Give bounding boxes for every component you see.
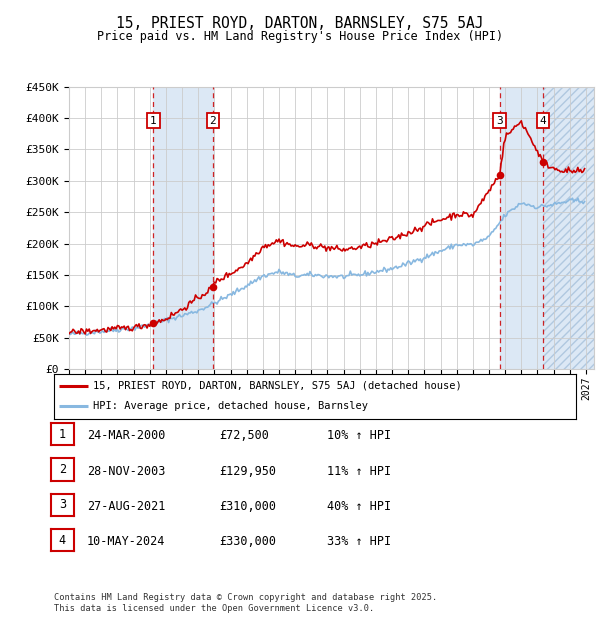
Text: 2: 2 [209,116,217,126]
Text: 15, PRIEST ROYD, DARTON, BARNSLEY, S75 5AJ (detached house): 15, PRIEST ROYD, DARTON, BARNSLEY, S75 5… [93,381,462,391]
Text: 10% ↑ HPI: 10% ↑ HPI [327,430,391,442]
Text: Price paid vs. HM Land Registry's House Price Index (HPI): Price paid vs. HM Land Registry's House … [97,30,503,43]
Text: 10-MAY-2024: 10-MAY-2024 [87,536,166,548]
Bar [499,87,543,369]
Text: £129,950: £129,950 [219,465,276,477]
Text: £310,000: £310,000 [219,500,276,513]
Text: 3: 3 [496,116,503,126]
Text: 40% ↑ HPI: 40% ↑ HPI [327,500,391,513]
Text: 28-NOV-2003: 28-NOV-2003 [87,465,166,477]
Text: 2: 2 [59,463,66,476]
Text: 4: 4 [540,116,547,126]
Text: £72,500: £72,500 [219,430,269,442]
Text: 1: 1 [59,428,66,440]
Bar [154,87,213,369]
Text: 3: 3 [59,498,66,511]
Text: 24-MAR-2000: 24-MAR-2000 [87,430,166,442]
Text: HPI: Average price, detached house, Barnsley: HPI: Average price, detached house, Barn… [93,401,368,412]
Text: 33% ↑ HPI: 33% ↑ HPI [327,536,391,548]
Bar [543,87,594,369]
Text: £330,000: £330,000 [219,536,276,548]
Text: 15, PRIEST ROYD, DARTON, BARNSLEY, S75 5AJ: 15, PRIEST ROYD, DARTON, BARNSLEY, S75 5… [116,16,484,30]
Text: 4: 4 [59,534,66,546]
Text: 27-AUG-2021: 27-AUG-2021 [87,500,166,513]
Text: 11% ↑ HPI: 11% ↑ HPI [327,465,391,477]
Text: Contains HM Land Registry data © Crown copyright and database right 2025.
This d: Contains HM Land Registry data © Crown c… [54,593,437,613]
Text: 1: 1 [150,116,157,126]
